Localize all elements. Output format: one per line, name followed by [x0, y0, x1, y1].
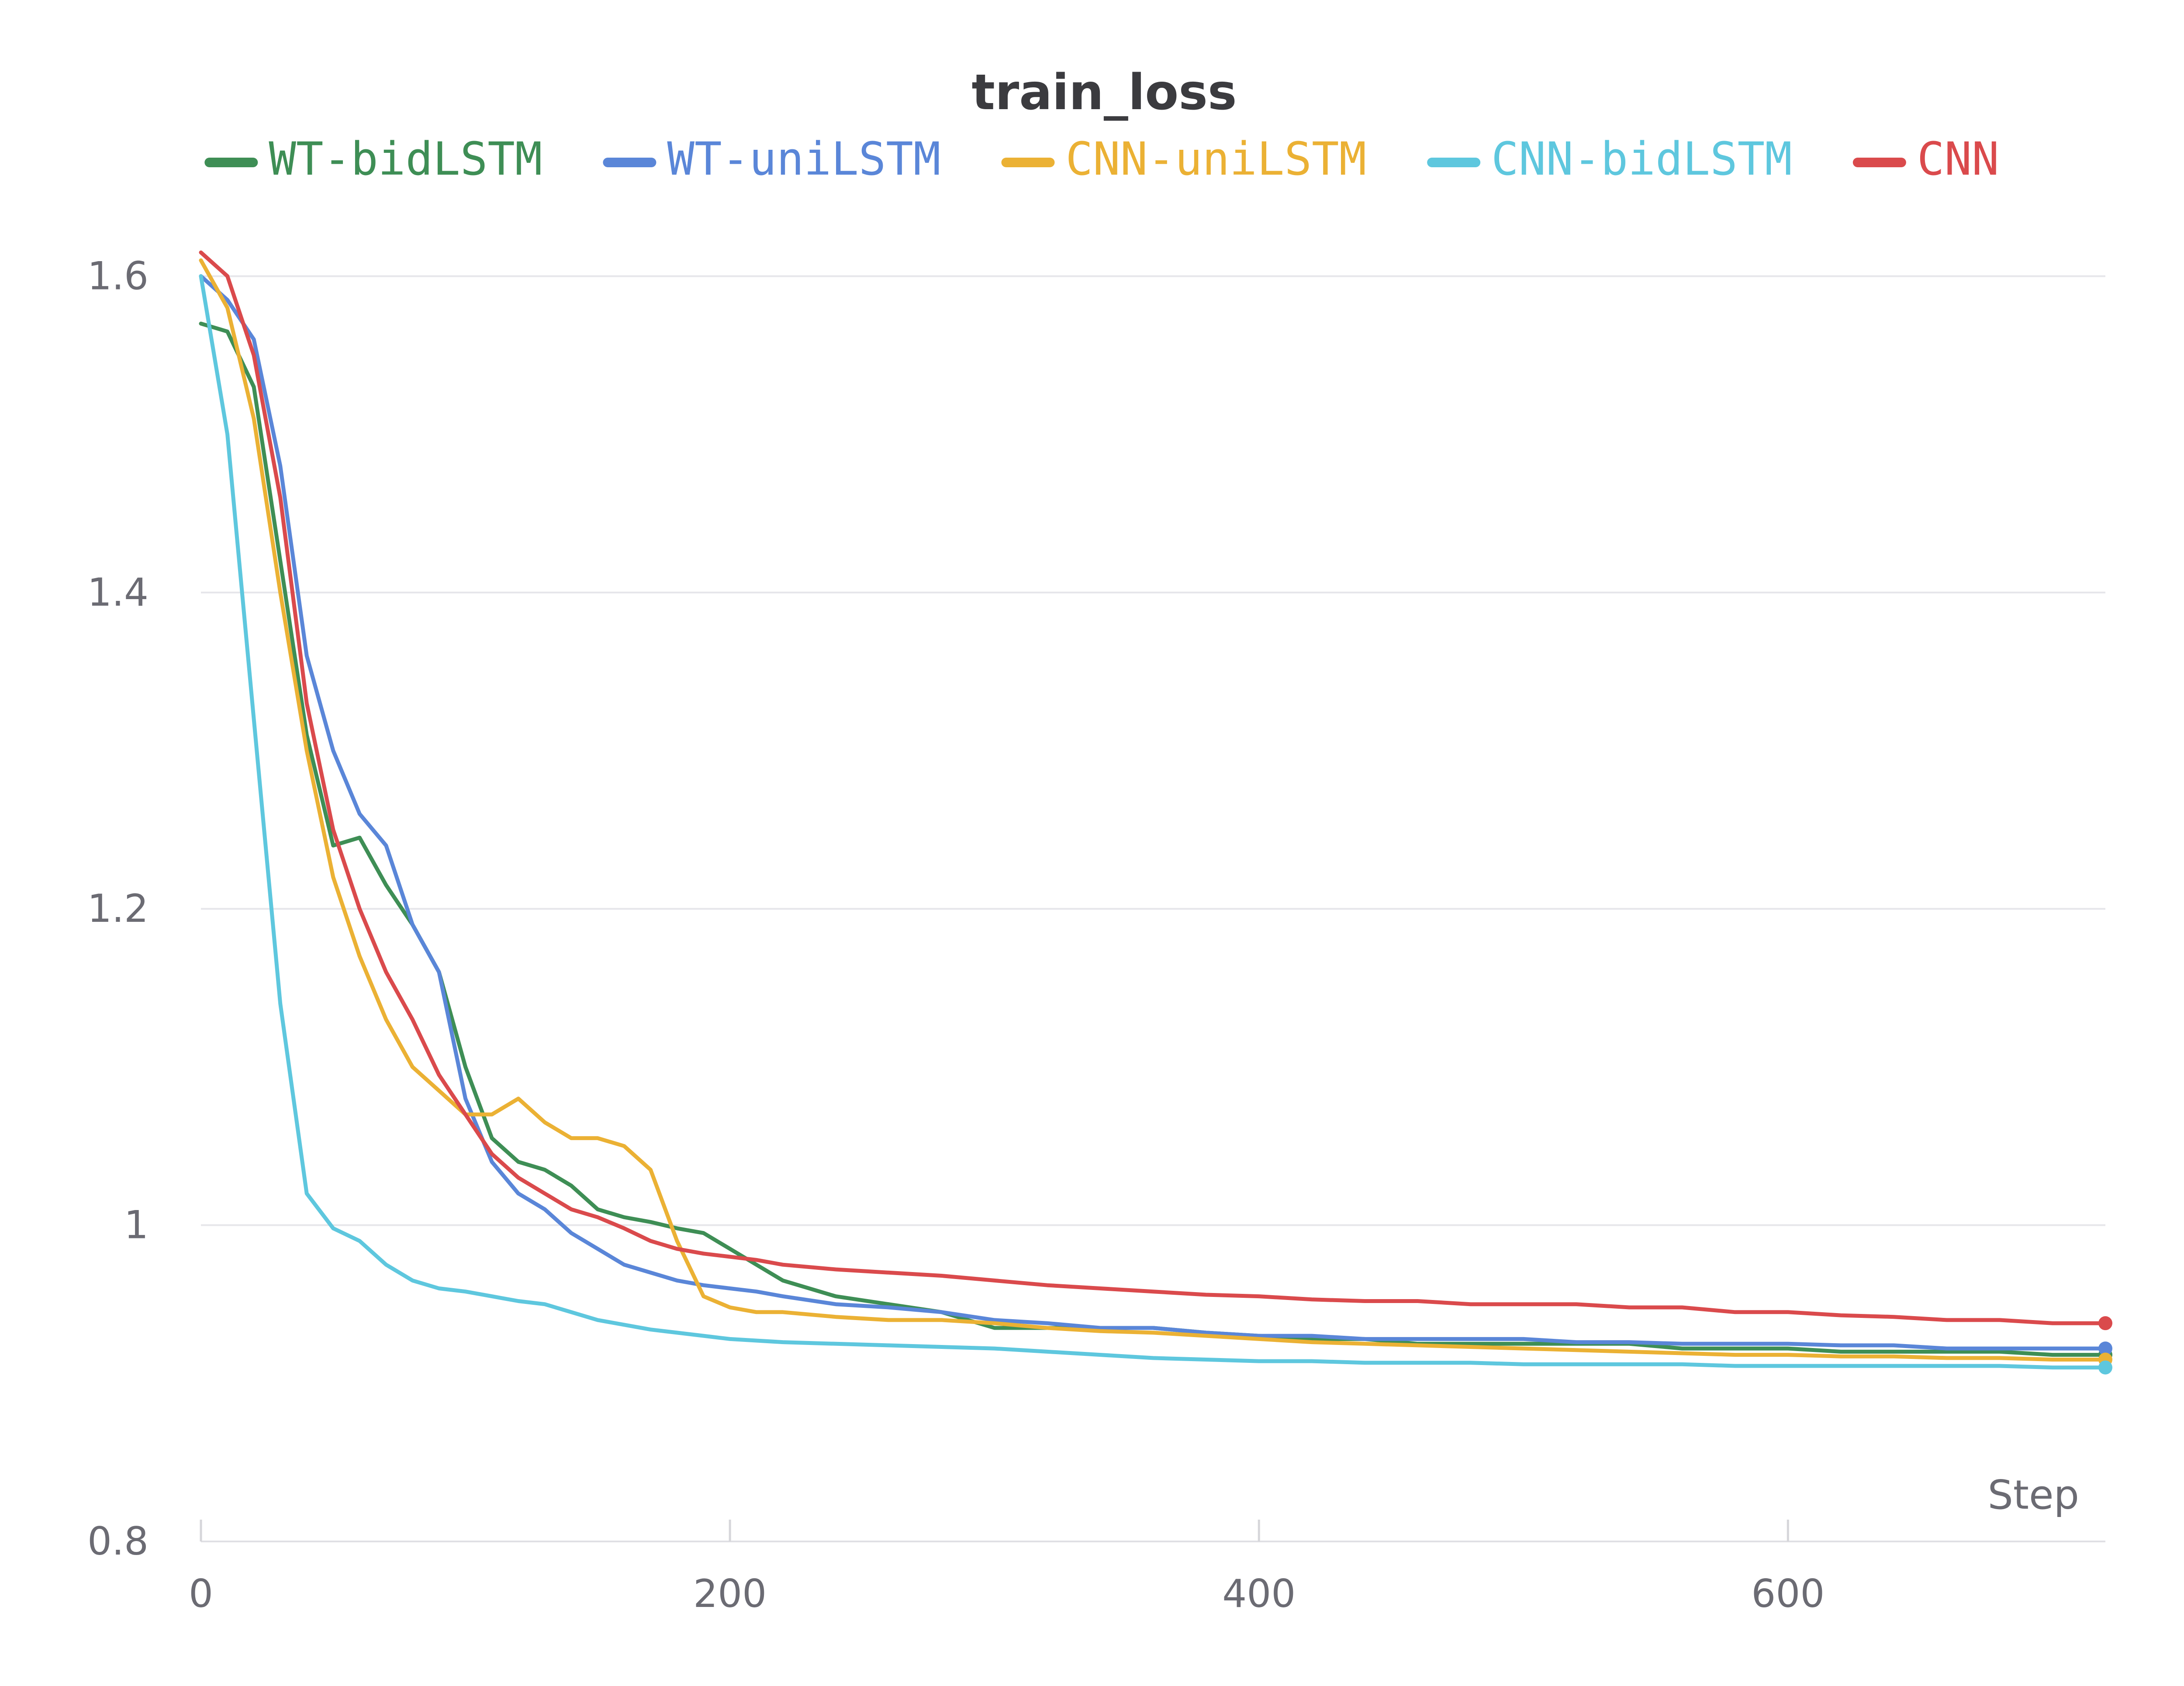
series-endpoint-cnn	[2098, 1316, 2112, 1331]
legend-item-wt-unilstm[interactable]: WT-uniLSTM	[603, 132, 941, 186]
series-line-wt-bidlstm	[199, 321, 2108, 1357]
y-tick-label: 1	[124, 1203, 149, 1248]
y-tick-label: 1.6	[87, 253, 149, 298]
legend-label: CNN-uniLSTM	[1065, 132, 1366, 186]
x-axis-label: Step	[1988, 1472, 2079, 1518]
series-line-cnn	[199, 250, 2108, 1325]
legend-item-cnn-unilstm[interactable]: CNN-uniLSTM	[1001, 132, 1366, 186]
series-line-cnn-bidlstm	[199, 274, 2108, 1370]
series-endpoint-cnn-bidlstm	[2098, 1360, 2112, 1375]
legend-item-wt-bidlstm[interactable]: WT-bidLSTM	[204, 132, 542, 186]
legend-label: WT-uniLSTM	[667, 132, 940, 186]
legend-item-cnn-bidlstm[interactable]: CNN-bidLSTM	[1427, 132, 1792, 186]
y-tick-label: 1.2	[87, 886, 149, 931]
legend-label: WT-bidLSTM	[269, 132, 542, 186]
series-layer	[199, 250, 2112, 1375]
x-tick-label: 0	[189, 1571, 213, 1616]
x-tick-label: 200	[693, 1571, 767, 1616]
y-tick-label: 1.4	[87, 570, 149, 615]
legend-label: CNN-bidLSTM	[1491, 132, 1792, 186]
x-tick-label: 400	[1222, 1571, 1296, 1616]
series-line-cnn-unilstm	[199, 258, 2108, 1362]
legend-label: CNN	[1917, 132, 1999, 186]
series-endpoint-wt-unilstm	[2098, 1341, 2112, 1356]
x-tick-label: 600	[1751, 1571, 1825, 1616]
legend: WT-bidLSTM WT-uniLSTM CNN-uniLSTM CNN-bidLS…	[204, 132, 1999, 186]
chart-title: train_loss	[971, 64, 1237, 121]
legend-item-cnn[interactable]: CNN	[1852, 132, 1999, 186]
grid-lines	[201, 275, 2105, 1226]
axes: 0.8 1 1.2 1.4 1.6 0 200 400 600	[87, 253, 2105, 1616]
series-line-wt-unilstm	[199, 274, 2108, 1351]
y-tick-label: 0.8	[87, 1519, 149, 1564]
